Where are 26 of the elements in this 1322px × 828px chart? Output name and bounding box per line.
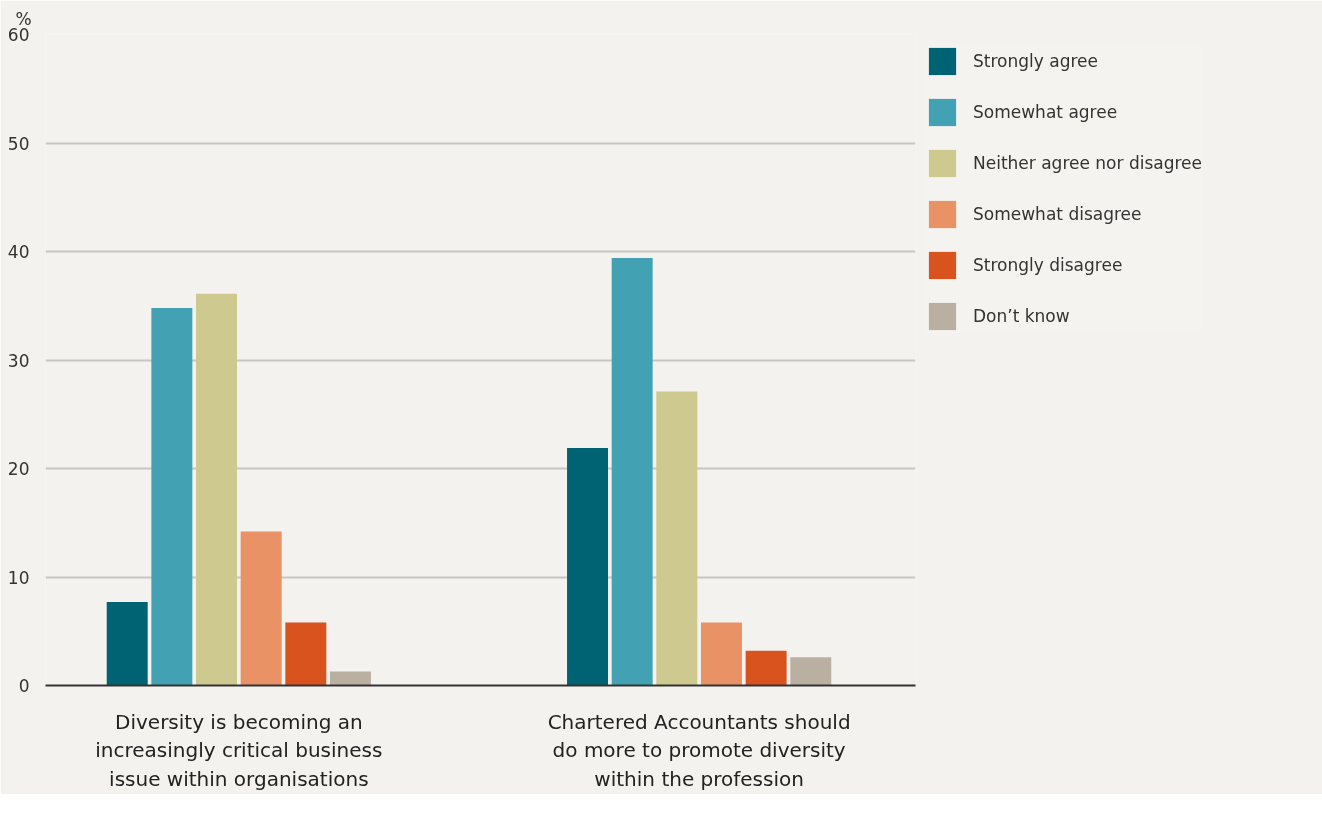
bar bbox=[567, 447, 609, 686]
y-tick-label: 10 bbox=[7, 567, 30, 588]
bar bbox=[700, 622, 742, 686]
legend-label: Strongly agree bbox=[973, 51, 1098, 71]
bar bbox=[151, 307, 193, 686]
x-tick-label: Chartered Accountants should do more to promote diversity within the profession bbox=[547, 709, 851, 792]
bar bbox=[790, 657, 832, 686]
y-tick-label: 30 bbox=[7, 350, 30, 371]
legend-label: Don’t know bbox=[973, 306, 1070, 326]
x-tick-label: Diversity is becoming an increasingly critical business issue within organisations bbox=[95, 709, 383, 792]
y-tick-label: 40 bbox=[7, 242, 30, 262]
legend-label: Somewhat agree bbox=[973, 102, 1118, 122]
legend-label: Somewhat disagree bbox=[973, 204, 1142, 224]
y-tick-label: 50 bbox=[7, 133, 30, 154]
bar bbox=[745, 650, 787, 686]
bar bbox=[285, 622, 327, 686]
y-tick-label: 0 bbox=[18, 676, 30, 696]
bar bbox=[240, 531, 282, 686]
bar bbox=[196, 293, 237, 686]
bar bbox=[106, 601, 148, 686]
bar bbox=[656, 391, 698, 686]
y-tick-label: 20 bbox=[7, 459, 30, 479]
legend-label: Neither agree nor disagree bbox=[973, 153, 1203, 173]
bar bbox=[329, 671, 371, 686]
bar bbox=[611, 258, 653, 686]
legend-label: Strongly disagree bbox=[973, 255, 1123, 275]
